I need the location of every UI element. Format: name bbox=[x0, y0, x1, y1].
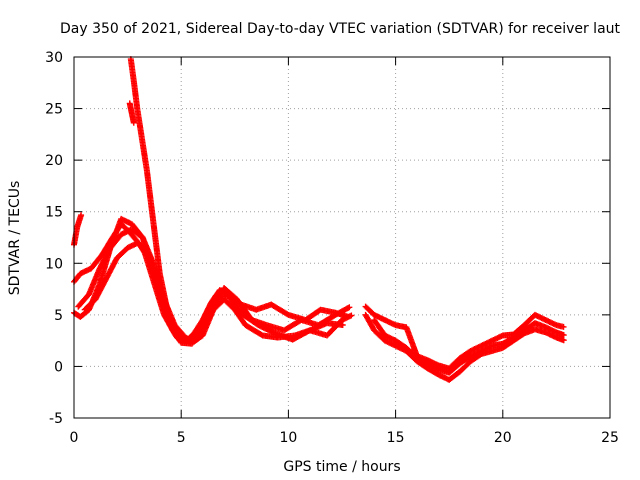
x-tick-label: 20 bbox=[494, 430, 512, 446]
x-tick-label: 5 bbox=[177, 430, 186, 446]
series-track-e bbox=[75, 226, 355, 344]
x-axis-ticks: 0 5 10 15 20 25 bbox=[70, 57, 619, 446]
y-tick-label: 5 bbox=[54, 308, 63, 324]
y-tick-label: 10 bbox=[45, 256, 63, 272]
data-point-marker bbox=[560, 337, 567, 344]
series-track-a bbox=[71, 212, 85, 248]
y-tick-label: 20 bbox=[45, 153, 63, 169]
y-tick-label: 15 bbox=[45, 205, 63, 221]
x-axis-label: GPS time / hours bbox=[283, 459, 400, 475]
y-tick-label: -5 bbox=[49, 411, 63, 427]
data-point-marker bbox=[130, 119, 137, 126]
series-track-spike-2 bbox=[126, 100, 137, 126]
plot-frame bbox=[73, 56, 611, 419]
data-point-marker bbox=[560, 323, 567, 330]
y-tick-label: 30 bbox=[45, 50, 63, 66]
data-point-marker bbox=[78, 212, 85, 219]
data-point-marker bbox=[177, 336, 184, 343]
y-tick-label: 0 bbox=[54, 359, 63, 375]
x-tick-label: 10 bbox=[279, 430, 297, 446]
x-tick-label: 25 bbox=[601, 430, 619, 446]
y-axis-label: SDTVAR / TECUs bbox=[7, 181, 23, 296]
data-point-marker bbox=[346, 304, 353, 311]
y-tick-label: 25 bbox=[45, 102, 63, 118]
chart-title: Day 350 of 2021, Sidereal Day-to-day VTE… bbox=[60, 21, 621, 37]
x-tick-label: 15 bbox=[387, 430, 405, 446]
series-track-spike bbox=[127, 56, 184, 343]
series-track-h bbox=[371, 317, 567, 376]
data-points bbox=[71, 56, 567, 383]
data-point-marker bbox=[176, 336, 183, 343]
series-track-c bbox=[71, 215, 353, 345]
data-point-marker bbox=[348, 312, 355, 319]
data-point-marker bbox=[560, 332, 567, 339]
data-point-marker bbox=[339, 322, 346, 328]
x-tick-label: 0 bbox=[70, 430, 79, 446]
